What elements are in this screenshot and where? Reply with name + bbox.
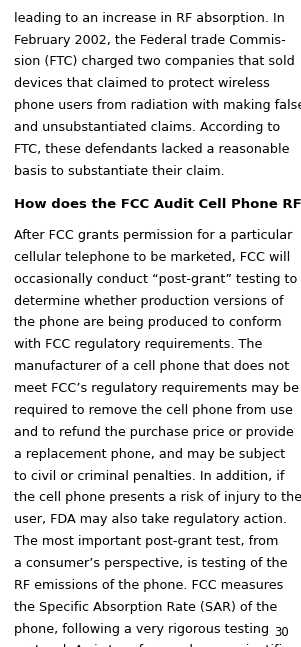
Text: the cell phone presents a risk of injury to the: the cell phone presents a risk of injury… — [14, 492, 301, 505]
Text: phone, following a very rigorous testing: phone, following a very rigorous testing — [14, 622, 269, 635]
Text: meet FCC’s regulatory requirements may be: meet FCC’s regulatory requirements may b… — [14, 382, 299, 395]
Text: After FCC grants permission for a particular: After FCC grants permission for a partic… — [14, 229, 292, 242]
Text: the Specific Absorption Rate (SAR) of the: the Specific Absorption Rate (SAR) of th… — [14, 601, 277, 614]
Text: leading to an increase in RF absorption. In: leading to an increase in RF absorption.… — [14, 12, 284, 25]
Text: a consumer’s perspective, is testing of the: a consumer’s perspective, is testing of … — [14, 557, 287, 570]
Text: determine whether production versions of: determine whether production versions of — [14, 294, 283, 307]
Text: 30: 30 — [274, 626, 289, 639]
Text: with FCC regulatory requirements. The: with FCC regulatory requirements. The — [14, 338, 262, 351]
Text: manufacturer of a cell phone that does not: manufacturer of a cell phone that does n… — [14, 360, 289, 373]
Text: a replacement phone, and may be subject: a replacement phone, and may be subject — [14, 448, 285, 461]
Text: phone users from radiation with making false: phone users from radiation with making f… — [14, 99, 301, 112]
Text: protocol. As is true for nearly any scientific: protocol. As is true for nearly any scie… — [14, 644, 289, 647]
Text: required to remove the cell phone from use: required to remove the cell phone from u… — [14, 404, 292, 417]
Text: occasionally conduct “post-grant” testing to: occasionally conduct “post-grant” testin… — [14, 273, 297, 286]
Text: basis to substantiate their claim.: basis to substantiate their claim. — [14, 165, 224, 178]
Text: sion (FTC) charged two companies that sold: sion (FTC) charged two companies that so… — [14, 56, 294, 69]
Text: RF emissions of the phone. FCC measures: RF emissions of the phone. FCC measures — [14, 579, 283, 592]
Text: the phone are being produced to conform: the phone are being produced to conform — [14, 316, 281, 329]
Text: to civil or criminal penalties. In addition, if: to civil or criminal penalties. In addit… — [14, 470, 284, 483]
Text: How does the FCC Audit Cell Phone RF?: How does the FCC Audit Cell Phone RF? — [14, 198, 301, 211]
Text: February 2002, the Federal trade Commis-: February 2002, the Federal trade Commis- — [14, 34, 285, 47]
Text: user, FDA may also take regulatory action.: user, FDA may also take regulatory actio… — [14, 513, 287, 526]
Text: cellular telephone to be marketed, FCC will: cellular telephone to be marketed, FCC w… — [14, 251, 290, 264]
Text: devices that claimed to protect wireless: devices that claimed to protect wireless — [14, 77, 269, 90]
Text: and to refund the purchase price or provide: and to refund the purchase price or prov… — [14, 426, 293, 439]
Text: The most important post-grant test, from: The most important post-grant test, from — [14, 535, 278, 548]
Text: FTC, these defendants lacked a reasonable: FTC, these defendants lacked a reasonabl… — [14, 143, 289, 156]
Text: and unsubstantiated claims. According to: and unsubstantiated claims. According to — [14, 121, 280, 134]
